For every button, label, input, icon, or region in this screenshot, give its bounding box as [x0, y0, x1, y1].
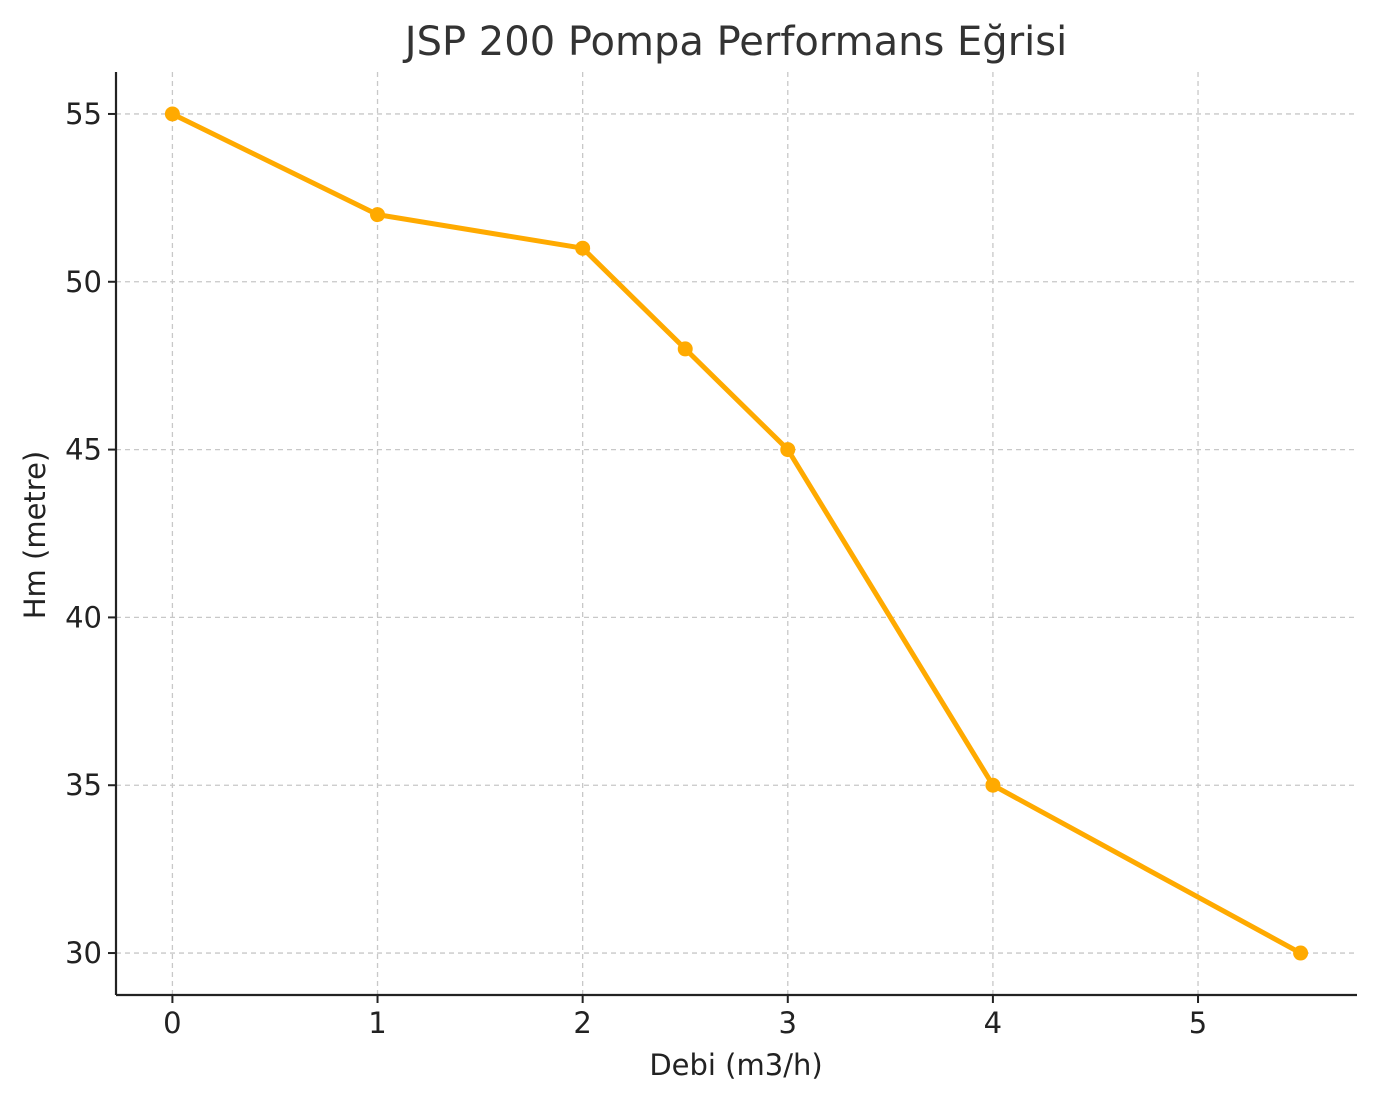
- x-tick-label: 2: [573, 1006, 591, 1040]
- x-tick-label: 1: [368, 1006, 386, 1040]
- y-axis-title: Hm (metre): [18, 451, 52, 620]
- data-point: [985, 777, 1001, 793]
- y-tick-label: 40: [65, 600, 102, 634]
- series-line: [169, 111, 1304, 956]
- data-point: [164, 106, 180, 122]
- y-tick-label: 35: [65, 768, 102, 802]
- data-point: [780, 442, 796, 458]
- data-point: [1293, 945, 1309, 961]
- x-tick-label: 0: [163, 1006, 181, 1040]
- axes-layer: [114, 72, 1357, 997]
- x-tick-label: 4: [984, 1006, 1002, 1040]
- x-axis-title: Debi (m3/h): [649, 1048, 822, 1082]
- x-tick-label: 5: [1189, 1006, 1207, 1040]
- data-point: [575, 240, 591, 256]
- y-tick-label: 50: [65, 265, 102, 299]
- grid-layer: [116, 72, 1357, 995]
- y-tick-label: 30: [65, 936, 102, 970]
- x-tick-label: 3: [779, 1006, 797, 1040]
- y-tick-label: 45: [65, 433, 102, 467]
- y-tick-label: 55: [65, 97, 102, 131]
- chart-title: JSP 200 Pompa Performans Eğrisi: [402, 19, 1067, 65]
- data-point: [677, 341, 693, 357]
- series-layer: [164, 106, 1309, 961]
- data-point: [370, 207, 386, 223]
